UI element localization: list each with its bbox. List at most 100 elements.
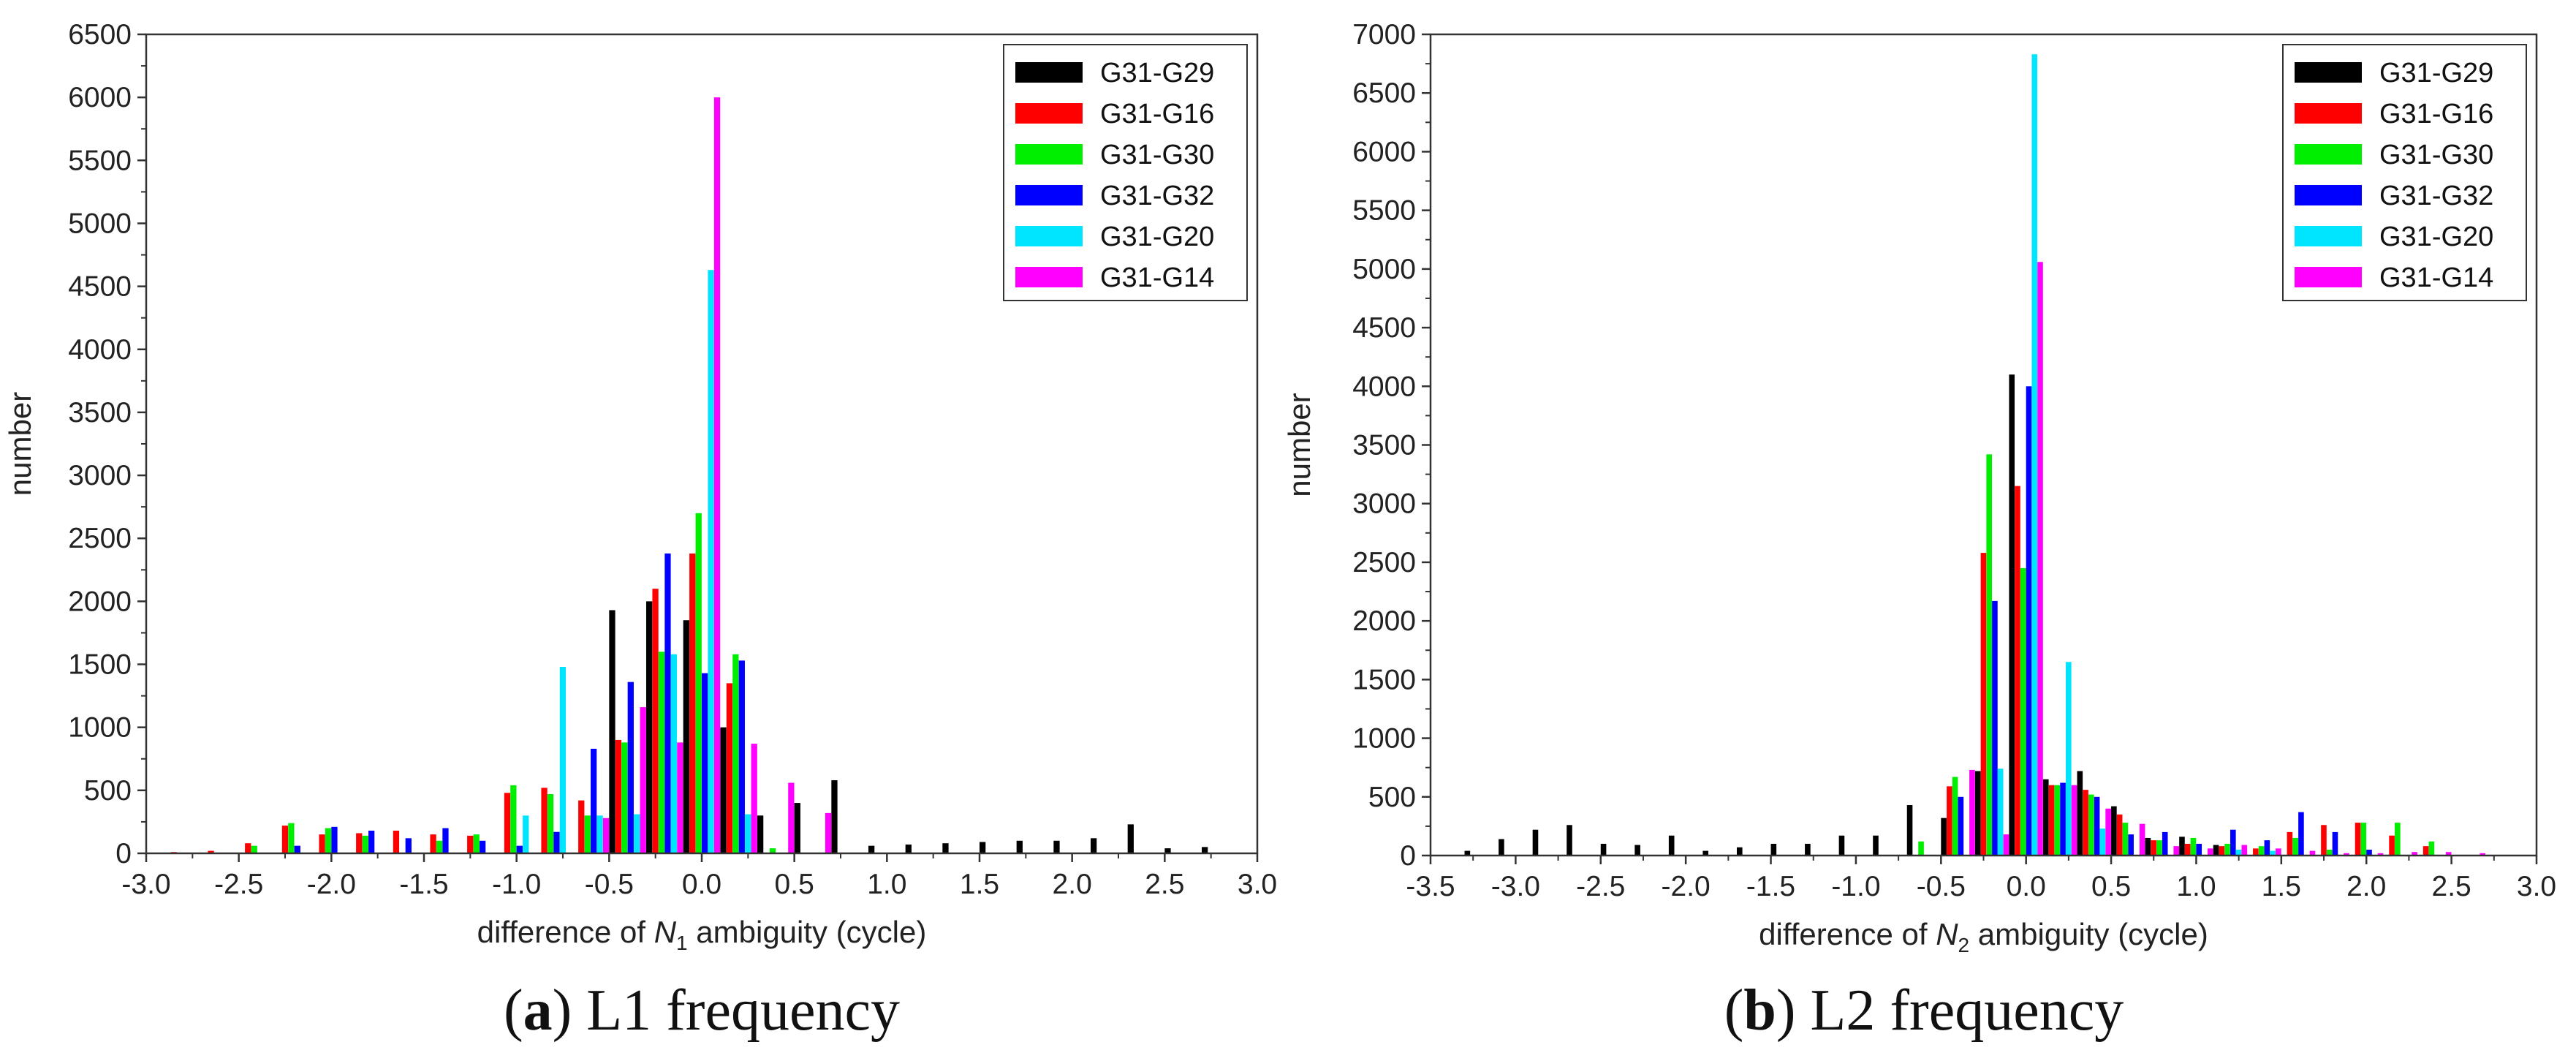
caption-paren: ( — [1724, 978, 1744, 1043]
y-tick-label: 5000 — [1352, 254, 1416, 285]
bar-g31-g20--0p2 — [670, 654, 678, 853]
bar-g31-g16-0 — [2015, 486, 2020, 856]
bar-g31-g14-0p6 — [825, 812, 832, 853]
y-tick-label: 1500 — [1352, 664, 1416, 695]
bar-g31-g32-1p6 — [2298, 812, 2304, 856]
legend-swatch-g31-g20 — [2295, 226, 2362, 246]
bar-g31-g30-2 — [2360, 823, 2367, 856]
x-tick-label: 2.5 — [1145, 869, 1184, 900]
bar-g31-g29-0p4 — [2077, 771, 2083, 856]
bar-g31-g14-1p2 — [2241, 845, 2248, 856]
series-g31-g14 — [1969, 262, 2486, 856]
bar-g31-g30--2p4 — [251, 845, 257, 853]
legend-swatch-g31-g32 — [1015, 185, 1083, 205]
bar-g31-g14-0p4 — [2105, 808, 2111, 856]
bar-g31-g29-0 — [683, 620, 689, 853]
bar-g31-g14-2p2 — [2412, 852, 2417, 856]
bar-g31-g30--1p4 — [436, 840, 443, 853]
bar-g31-g16--0p2 — [1980, 553, 1987, 856]
y-tick-label: 4500 — [68, 271, 132, 303]
bar-g31-g32--2 — [331, 826, 338, 853]
x-axis-label-subscript: 1 — [676, 932, 688, 954]
bar-g31-g30--0p4 — [1952, 777, 1958, 856]
x-tick-label: 0.0 — [2007, 871, 2046, 902]
y-tick-label: 500 — [84, 775, 132, 807]
bar-g31-g29--3 — [1499, 839, 1504, 856]
bar-g31-g32--1p6 — [405, 838, 412, 853]
legend-swatch-g31-g14 — [1015, 267, 1083, 287]
legend-swatch-g31-g29 — [1015, 62, 1083, 83]
bar-g31-g29--0p4 — [609, 610, 615, 853]
bar-g31-g16--1p2 — [467, 835, 474, 853]
x-tick-label: 2.0 — [1053, 869, 1092, 900]
bar-g31-g32-1p2 — [2230, 829, 2236, 856]
bar-g31-g30--0p6 — [1918, 841, 1924, 856]
y-tick-label: 1500 — [68, 649, 132, 681]
caption-text: ) L1 frequency — [553, 978, 900, 1043]
bar-g31-g32--1 — [516, 845, 523, 853]
bar-g31-g16-1 — [2184, 843, 2191, 856]
legend-label-g31-g30: G31-G30 — [1100, 140, 1214, 170]
x-tick-label: -2.0 — [1662, 871, 1711, 902]
x-tick-label: -1.0 — [492, 869, 541, 900]
bar-g31-g20--0p8 — [559, 666, 567, 853]
x-tick-label: 3.0 — [2517, 871, 2556, 902]
bar-g31-g30--2 — [325, 828, 332, 853]
x-tick-label: -0.5 — [1917, 871, 1966, 902]
bar-g31-g29-1p2 — [2213, 845, 2219, 856]
bar-g31-g29--1p8 — [1702, 850, 1709, 856]
bar-g31-g16-2p4 — [2422, 846, 2429, 856]
bar-g31-g29-1p6 — [980, 842, 986, 853]
bar-g31-g29-1p4 — [942, 843, 949, 853]
chart-panel-a: -3.0 -2.5 -2.0 -1.5 -1.0 -0.5 0.0 0.5 1.0 1.5 2.0 2… — [3, 19, 1277, 1043]
legend: G31-G29 G31-G16 G31-G30 G31-G32 G31-G20 G31-G… — [2282, 44, 2527, 301]
bar-g31-g16--2p6 — [208, 850, 214, 853]
bar-g31-g16--0p8 — [541, 788, 548, 853]
bar-g31-g14-0 — [713, 97, 721, 853]
bar-g31-g14-0p2 — [2071, 785, 2077, 856]
bar-g31-g32--0p4 — [1958, 796, 1964, 856]
chart-panel-b: -3.5 -3.0 -2.5 -2.0 -1.5 -1.0 -0.5 0.0 0.5 1.0 1.5… — [1282, 19, 2556, 1043]
bar-g31-g32--0p8 — [553, 831, 560, 853]
bar-g31-g29--0p8 — [1873, 835, 1879, 856]
bar-g31-g20--0p6 — [596, 815, 603, 853]
bar-g31-g14-2p4 — [2445, 852, 2452, 856]
x-tick-label: -1.5 — [399, 869, 448, 900]
bar-g31-g30-1p4 — [2258, 846, 2265, 856]
bar-g31-g30-0p8 — [2156, 840, 2162, 856]
bar-g31-g20-0 — [2031, 54, 2038, 856]
bar-g31-g29-1p8 — [1016, 840, 1023, 853]
bar-g31-g29-2p2 — [1091, 838, 1097, 853]
bar-g31-g14-1p8 — [2344, 853, 2349, 856]
bar-g31-g29-0p4 — [757, 815, 764, 853]
legend-swatch-g31-g20 — [1015, 226, 1083, 246]
x-axis-label: difference of N1 ambiguity (cycle) — [477, 915, 927, 954]
bar-g31-g16--1p6 — [393, 830, 400, 853]
y-tick-label: 1000 — [68, 712, 132, 744]
x-axis-label-subscript: 2 — [1958, 934, 1970, 956]
bar-g31-g29-0p2 — [720, 727, 727, 853]
bar-g31-g20-0 — [708, 270, 714, 854]
bar-g31-g16--2p4 — [245, 843, 251, 853]
bar-g31-g30-0 — [2020, 567, 2026, 856]
bar-g31-g30-0p2 — [2054, 785, 2061, 856]
bar-g31-g29--0p2 — [646, 601, 653, 853]
caption-paren: ( — [504, 978, 523, 1043]
bar-g31-g30-0p6 — [2122, 823, 2129, 856]
legend-label-g31-g32: G31-G32 — [1100, 181, 1214, 211]
bar-g31-g20-0p4 — [2099, 828, 2106, 856]
y-tick-label: 2000 — [68, 586, 132, 617]
y-tick-label: 2500 — [68, 523, 132, 554]
legend: G31-G29 G31-G16 G31-G30 G31-G32 G31-G20 G31-G… — [1003, 44, 1248, 301]
bar-g31-g32-0p6 — [2128, 834, 2134, 856]
legend-label-g31-g20: G31-G20 — [1100, 222, 1214, 252]
y-tick-label: 4000 — [68, 334, 132, 366]
bar-g31-g29--0p2 — [1974, 771, 1981, 856]
y-tick-label: 6000 — [1352, 136, 1416, 167]
bar-g31-g32--1p8 — [368, 830, 375, 853]
legend-swatch-g31-g32 — [2295, 185, 2362, 205]
x-tick-label: -0.5 — [585, 869, 634, 900]
bar-g31-g32--0p4 — [627, 681, 634, 853]
x-tick-label: 1.5 — [2262, 871, 2301, 902]
y-tick-label: 0 — [115, 838, 132, 869]
